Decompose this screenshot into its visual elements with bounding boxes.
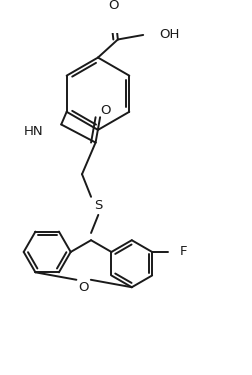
Text: OH: OH — [160, 28, 180, 42]
Text: O: O — [108, 0, 119, 12]
Text: F: F — [179, 246, 187, 258]
Text: HN: HN — [23, 125, 43, 138]
Text: O: O — [78, 280, 89, 294]
Text: O: O — [100, 104, 111, 117]
Text: S: S — [94, 200, 103, 212]
